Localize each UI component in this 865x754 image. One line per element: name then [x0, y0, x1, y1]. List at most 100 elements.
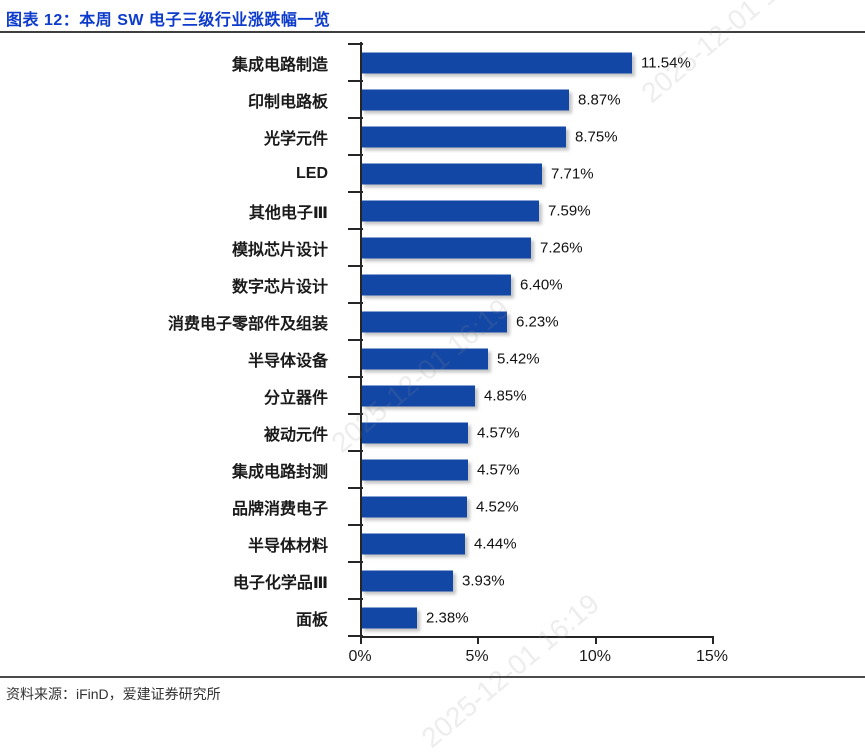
bar-value-label: 4.57%: [477, 424, 520, 441]
x-axis-tick: [477, 636, 479, 644]
bar: [361, 422, 468, 443]
bar: [361, 274, 511, 295]
bar-value-label: 6.23%: [516, 313, 559, 330]
category-label: 其他电子Ⅲ: [248, 204, 328, 222]
bar-row: 半导体设备 5.42%: [0, 340, 865, 377]
x-axis-tick: [712, 636, 714, 644]
bar: [361, 459, 468, 480]
bar-row: 被动元件 4.57%: [0, 414, 865, 451]
y-axis-tick: [348, 487, 363, 489]
y-axis-tick: [348, 43, 363, 45]
bar-track: 4.44%: [360, 525, 865, 562]
y-axis-tick: [348, 191, 363, 193]
bar-row: 半导体材料 4.44%: [0, 525, 865, 562]
y-axis-tick: [348, 80, 363, 82]
category-label: 分立器件: [263, 389, 328, 407]
category-label: LED: [296, 164, 328, 182]
bar-value-label: 4.85%: [484, 387, 527, 404]
bar-track: 6.40%: [360, 266, 865, 303]
bar: [361, 52, 632, 73]
bar-value-label: 5.42%: [497, 350, 540, 367]
bar-row: 集成电路封测 4.57%: [0, 451, 865, 488]
bar-track: 8.87%: [360, 81, 865, 118]
y-axis-tick: [348, 561, 363, 563]
bar-row: 其他电子Ⅲ 7.59%: [0, 192, 865, 229]
y-axis-tick: [348, 413, 363, 415]
bar-track: 4.57%: [360, 414, 865, 451]
category-label: 数字芯片设计: [231, 278, 328, 296]
bar-value-label: 8.87%: [578, 91, 621, 108]
bar: [361, 311, 507, 332]
bar-value-label: 7.71%: [551, 165, 594, 182]
y-axis-tick: [348, 339, 363, 341]
x-axis-tick-label: 5%: [465, 648, 489, 665]
bar-value-label: 2.38%: [426, 609, 469, 626]
bar-value-label: 4.52%: [476, 498, 519, 515]
bar-row: 品牌消费电子 4.52%: [0, 488, 865, 525]
bar-value-label: 4.57%: [477, 461, 520, 478]
category-label: 集成电路封测: [231, 463, 328, 481]
y-axis-tick: [348, 376, 363, 378]
bar-rows: 集成电路制造 11.54% 印制电路板 8.87% 光学元件 8.75% LED 7.71% 其…: [0, 44, 865, 636]
bar-value-label: 3.93%: [462, 572, 505, 589]
bar-row: 集成电路制造 11.54%: [0, 44, 865, 81]
category-label: 电子化学品Ⅲ: [232, 574, 328, 592]
category-label: 模拟芯片设计: [231, 241, 328, 259]
title-divider: [0, 31, 865, 33]
bar-value-label: 4.44%: [474, 535, 517, 552]
bar-value-label: 6.40%: [520, 276, 563, 293]
bar: [361, 89, 569, 110]
bar-row: 电子化学品Ⅲ 3.93%: [0, 562, 865, 599]
bar-track: 11.54%: [360, 44, 865, 81]
bar-row: 数字芯片设计 6.40%: [0, 266, 865, 303]
bar-value-label: 8.75%: [575, 128, 618, 145]
bar: [361, 237, 531, 258]
footer-divider: [0, 676, 865, 678]
bar-track: 7.71%: [360, 155, 865, 192]
x-axis-tick-label: 10%: [578, 648, 612, 665]
bar-value-label: 11.54%: [641, 54, 691, 71]
x-axis-tick: [595, 636, 597, 644]
x-axis-tick-label: 0%: [348, 648, 372, 665]
category-label: 面板: [295, 611, 328, 629]
y-axis-tick: [348, 598, 363, 600]
bar-track: 7.26%: [360, 229, 865, 266]
bar-row: 光学元件 8.75%: [0, 118, 865, 155]
y-axis-tick: [348, 524, 363, 526]
bar: [361, 200, 539, 221]
figure-title: 图表 12：本周 SW 电子三级行业涨跌幅一览: [6, 12, 331, 29]
bar-row: 印制电路板 8.87%: [0, 81, 865, 118]
category-label: 半导体设备: [247, 352, 328, 370]
x-axis-tick-label: 15%: [695, 648, 729, 665]
bar-track: 7.59%: [360, 192, 865, 229]
bar-track: 4.52%: [360, 488, 865, 525]
source-note: 资料来源：iFinD，爱建证券研究所: [6, 686, 221, 702]
bar-track: 6.23%: [360, 303, 865, 340]
category-label: 品牌消费电子: [231, 500, 328, 518]
bar: [361, 348, 488, 369]
bar-value-label: 7.26%: [540, 239, 583, 256]
category-label: 被动元件: [263, 426, 328, 444]
category-label: 半导体材料: [247, 537, 328, 555]
bar-track: 4.57%: [360, 451, 865, 488]
bar: [361, 163, 542, 184]
x-axis-tick: [360, 636, 362, 644]
bar-row: 面板 2.38%: [0, 599, 865, 636]
bar-chart: 集成电路制造 11.54% 印制电路板 8.87% 光学元件 8.75% LED 7.71% 其…: [0, 42, 865, 665]
bar: [361, 570, 453, 591]
x-axis-line: [360, 636, 712, 638]
bar-row: 消费电子零部件及组装 6.23%: [0, 303, 865, 340]
bar: [361, 533, 465, 554]
bar: [361, 496, 467, 517]
y-axis-tick: [348, 265, 363, 267]
y-axis-tick: [348, 635, 363, 637]
bar-track: 4.85%: [360, 377, 865, 414]
y-axis-tick: [348, 117, 363, 119]
y-axis-tick: [348, 302, 363, 304]
y-axis-tick: [348, 154, 363, 156]
bar-track: 2.38%: [360, 599, 865, 636]
bar-row: 模拟芯片设计 7.26%: [0, 229, 865, 266]
bar: [361, 126, 566, 147]
category-label: 集成电路制造: [231, 56, 328, 74]
